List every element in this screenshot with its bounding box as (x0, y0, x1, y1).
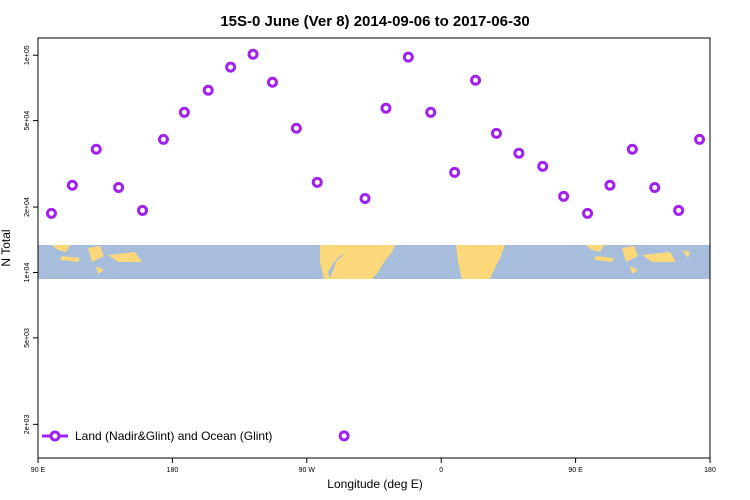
x-tick-label: 0 (439, 467, 443, 474)
y-tick-label: 5e+04 (24, 111, 31, 131)
y-tick-label: 2e+03 (24, 414, 31, 434)
legend: Land (Nadir&Glint) and Ocean (Glint) (42, 429, 272, 443)
point (157, 133, 169, 145)
chart-title: 15S-0 June (Ver 8) 2014-09-06 to 2017-06… (220, 13, 529, 30)
point (90, 143, 102, 155)
point (380, 102, 392, 114)
x-tick-label: 90 E (568, 467, 583, 474)
x-tick-label: 180 (167, 467, 179, 474)
y-tick-label: 2e+04 (24, 197, 31, 217)
point (311, 176, 323, 188)
point (604, 179, 616, 191)
point (490, 127, 502, 139)
map-band (38, 245, 710, 279)
point (470, 74, 482, 86)
point (202, 84, 214, 96)
y-tick-label: 1e+04 (24, 263, 31, 283)
x-tick-label: 90 E (31, 467, 46, 474)
point (558, 190, 570, 202)
point (626, 143, 638, 155)
y-axis-label: N Total (0, 229, 13, 266)
point (113, 182, 125, 194)
point (359, 193, 371, 205)
x-tick-label: 90 W (299, 467, 316, 474)
point (178, 106, 190, 118)
point (290, 122, 302, 134)
point (694, 133, 706, 145)
point (338, 430, 350, 442)
point (649, 182, 661, 194)
point (513, 147, 525, 159)
point (247, 48, 259, 60)
point (537, 160, 549, 172)
point (582, 207, 594, 219)
land (52, 245, 690, 279)
point (449, 166, 461, 178)
point (45, 207, 57, 219)
point (66, 179, 78, 191)
x-tick-label: 180 (704, 467, 716, 474)
x-axis-label: Longitude (deg E) (327, 477, 422, 491)
point (425, 106, 437, 118)
legend-marker (49, 430, 61, 442)
point (402, 51, 414, 63)
point (673, 204, 685, 216)
plot-frame (37, 37, 711, 459)
point (137, 204, 149, 216)
point (225, 61, 237, 73)
legend-label: Land (Nadir&Glint) and Ocean (Glint) (75, 429, 272, 443)
y-tick-label: 5e+03 (24, 328, 31, 348)
y-tick-label: 1e+05 (24, 45, 31, 65)
point (266, 76, 278, 88)
